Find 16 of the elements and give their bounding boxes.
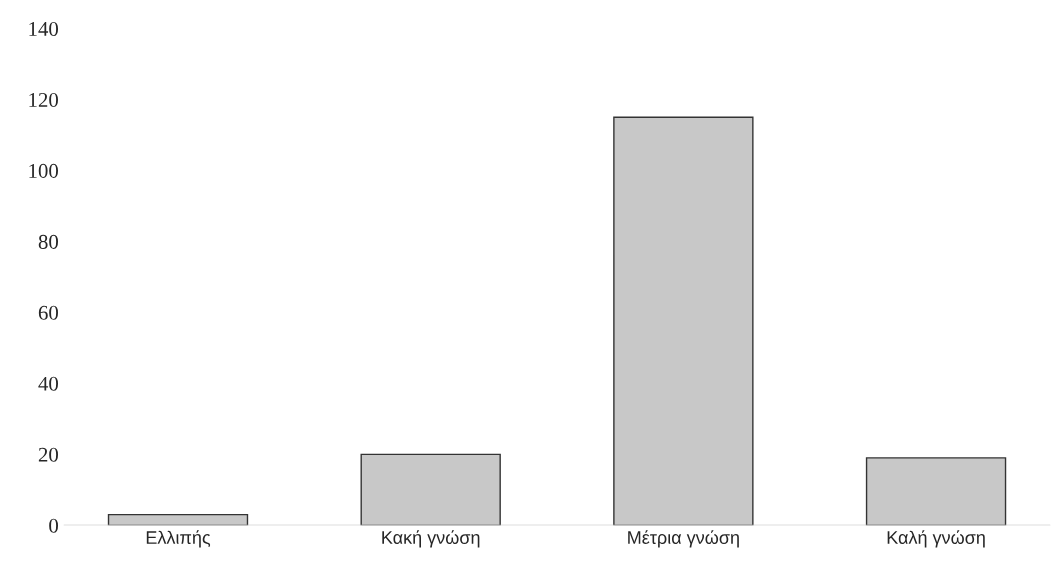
y-tick-label: 0 — [49, 518, 58, 533]
y-tick-label: 60 — [38, 305, 58, 320]
y-tick-label: 40 — [38, 376, 58, 391]
bar — [613, 116, 754, 526]
y-tick-label: 140 — [29, 21, 58, 36]
x-tick-label: Ελλιπής — [146, 530, 211, 548]
bar — [865, 457, 1007, 526]
y-tick-label: 80 — [38, 234, 58, 249]
x-tick-label: Κακή γνώση — [382, 530, 480, 548]
y-tick-label: 20 — [38, 447, 58, 462]
bar — [107, 513, 249, 526]
y-tick-label: 100 — [29, 163, 58, 178]
bar — [360, 453, 501, 526]
x-tick-label: Καλή γνώση — [887, 530, 985, 548]
x-tick-label: Μέτρια γνώση — [628, 530, 739, 548]
y-tick-label: 120 — [29, 92, 58, 107]
